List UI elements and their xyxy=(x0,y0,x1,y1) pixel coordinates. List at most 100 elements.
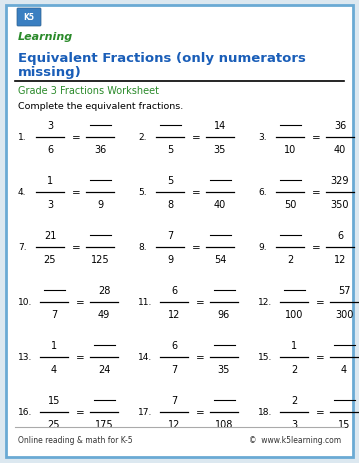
Text: 4: 4 xyxy=(51,364,57,374)
Text: 15: 15 xyxy=(338,419,350,429)
Text: 12: 12 xyxy=(168,419,180,429)
Text: 35: 35 xyxy=(218,364,230,374)
Text: 18.: 18. xyxy=(258,407,272,417)
Text: 329: 329 xyxy=(331,175,349,186)
Text: 25: 25 xyxy=(44,255,56,264)
Text: 25: 25 xyxy=(48,419,60,429)
Text: 9.: 9. xyxy=(258,243,267,252)
Text: =: = xyxy=(316,407,325,417)
Text: Equivalent Fractions (only numerators: Equivalent Fractions (only numerators xyxy=(18,52,306,65)
Text: 5: 5 xyxy=(167,175,173,186)
Text: 1: 1 xyxy=(47,175,53,186)
Text: 9: 9 xyxy=(97,200,103,210)
Text: =: = xyxy=(312,243,320,252)
Text: 2: 2 xyxy=(291,364,297,374)
Text: =: = xyxy=(196,407,204,417)
Text: 15.: 15. xyxy=(258,353,272,362)
Text: 1: 1 xyxy=(291,340,297,350)
Text: 14.: 14. xyxy=(138,353,152,362)
Text: 3.: 3. xyxy=(258,133,267,142)
Text: =: = xyxy=(72,188,80,198)
FancyBboxPatch shape xyxy=(6,6,353,457)
Text: 4: 4 xyxy=(341,364,347,374)
Text: 2: 2 xyxy=(287,255,293,264)
Text: 12: 12 xyxy=(334,255,346,264)
Text: 8: 8 xyxy=(167,200,173,210)
Text: 50: 50 xyxy=(284,200,296,210)
Text: Online reading & math for K-5: Online reading & math for K-5 xyxy=(18,435,132,444)
Text: 9: 9 xyxy=(167,255,173,264)
Text: 40: 40 xyxy=(214,200,226,210)
Text: =: = xyxy=(192,188,200,198)
Text: 16.: 16. xyxy=(18,407,32,417)
Text: =: = xyxy=(316,352,325,362)
Text: 57: 57 xyxy=(338,285,350,295)
Text: 1.: 1. xyxy=(18,133,27,142)
Text: 11.: 11. xyxy=(138,298,152,307)
Text: =: = xyxy=(196,297,204,307)
Text: Learning: Learning xyxy=(18,32,73,42)
Text: 1: 1 xyxy=(51,340,57,350)
Text: 4.: 4. xyxy=(18,188,27,197)
Text: 24: 24 xyxy=(98,364,110,374)
Text: 15: 15 xyxy=(48,395,60,405)
Text: missing): missing) xyxy=(18,66,82,79)
Text: 3: 3 xyxy=(47,200,53,210)
Text: Grade 3 Fractions Worksheet: Grade 3 Fractions Worksheet xyxy=(18,86,159,96)
Text: =: = xyxy=(72,243,80,252)
Text: 7: 7 xyxy=(171,395,177,405)
Text: 7: 7 xyxy=(171,364,177,374)
Text: 13.: 13. xyxy=(18,353,32,362)
Text: K5: K5 xyxy=(23,13,34,22)
Text: 175: 175 xyxy=(95,419,113,429)
Text: 21: 21 xyxy=(44,231,56,240)
Text: 40: 40 xyxy=(334,144,346,155)
Text: 36: 36 xyxy=(94,144,106,155)
Text: 6: 6 xyxy=(337,231,343,240)
Text: 7: 7 xyxy=(51,309,57,319)
Text: 3: 3 xyxy=(47,121,53,131)
Text: 6: 6 xyxy=(47,144,53,155)
Text: 10: 10 xyxy=(284,144,296,155)
Text: 350: 350 xyxy=(331,200,349,210)
Text: 100: 100 xyxy=(285,309,303,319)
Text: 54: 54 xyxy=(214,255,226,264)
Text: =: = xyxy=(312,133,320,143)
Text: =: = xyxy=(192,133,200,143)
Text: 5: 5 xyxy=(167,144,173,155)
Text: =: = xyxy=(72,133,80,143)
Text: 12.: 12. xyxy=(258,298,272,307)
Text: 7.: 7. xyxy=(18,243,27,252)
Text: 7: 7 xyxy=(167,231,173,240)
Text: ©  www.k5learning.com: © www.k5learning.com xyxy=(249,435,341,444)
Text: 6: 6 xyxy=(171,340,177,350)
Text: 17.: 17. xyxy=(138,407,152,417)
Text: =: = xyxy=(196,352,204,362)
Text: 3: 3 xyxy=(291,419,297,429)
Text: 125: 125 xyxy=(91,255,109,264)
Text: 108: 108 xyxy=(215,419,233,429)
Text: 10.: 10. xyxy=(18,298,32,307)
Text: 96: 96 xyxy=(218,309,230,319)
Text: 2: 2 xyxy=(291,395,297,405)
Text: 49: 49 xyxy=(98,309,110,319)
Text: 5.: 5. xyxy=(138,188,146,197)
Text: 35: 35 xyxy=(214,144,226,155)
Text: 14: 14 xyxy=(214,121,226,131)
Text: =: = xyxy=(316,297,325,307)
Text: 36: 36 xyxy=(334,121,346,131)
Text: 2.: 2. xyxy=(138,133,146,142)
Text: =: = xyxy=(76,352,84,362)
Text: =: = xyxy=(76,297,84,307)
Text: Complete the equivalent fractions.: Complete the equivalent fractions. xyxy=(18,102,183,111)
FancyBboxPatch shape xyxy=(17,9,41,27)
Text: 12: 12 xyxy=(168,309,180,319)
Text: 300: 300 xyxy=(335,309,353,319)
Text: =: = xyxy=(76,407,84,417)
Text: 8.: 8. xyxy=(138,243,146,252)
Text: 6.: 6. xyxy=(258,188,267,197)
Text: =: = xyxy=(312,188,320,198)
Text: 28: 28 xyxy=(98,285,110,295)
Text: =: = xyxy=(192,243,200,252)
Text: 6: 6 xyxy=(171,285,177,295)
